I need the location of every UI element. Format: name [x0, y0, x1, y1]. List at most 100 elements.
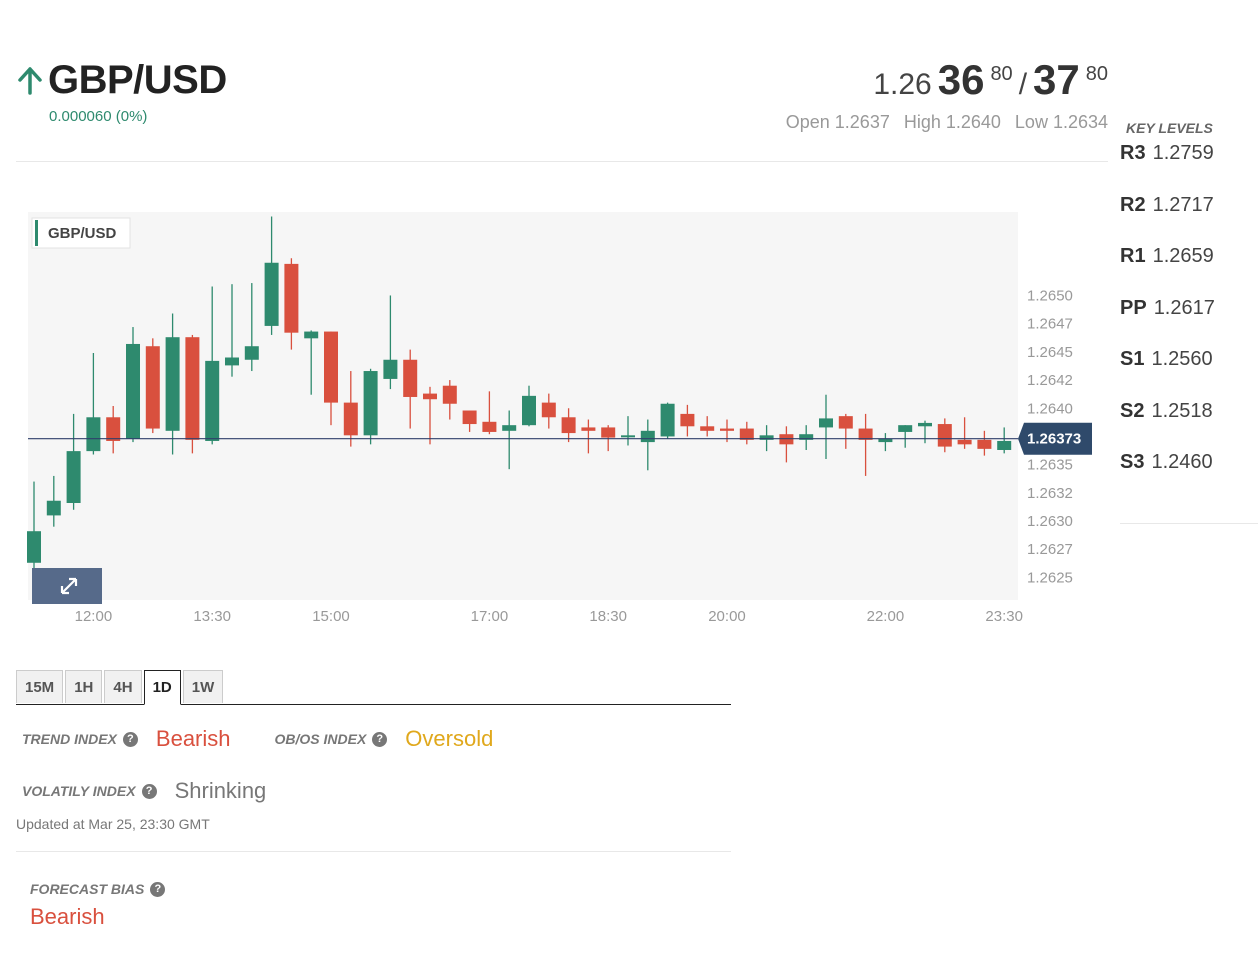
candle [918, 420, 932, 444]
level-s3: S3 1.2460 [1120, 451, 1258, 503]
candle [621, 416, 635, 446]
candle-body-down [739, 428, 754, 440]
ask-fraction: 80 [1085, 63, 1108, 85]
candle-body-up [165, 337, 180, 431]
current-price-label: 1.26373 [1027, 431, 1081, 448]
candle-body-down [442, 385, 457, 404]
candle [502, 410, 517, 470]
candle-body-up [363, 371, 378, 436]
volatility-index-label: VOLATILY INDEX? [22, 783, 157, 799]
question-icon[interactable]: ? [141, 783, 157, 799]
updated-timestamp: Updated at Mar 25, 23:30 GMT [16, 816, 210, 832]
candle [957, 417, 972, 449]
expand-button[interactable] [32, 568, 102, 604]
candle [522, 385, 536, 427]
legend: GBP/USD [31, 217, 131, 249]
candle [482, 391, 497, 435]
candle-body-down [957, 439, 972, 445]
level-key: S2 [1120, 399, 1145, 422]
x-tick-label: 15:00 [312, 608, 350, 625]
question-icon[interactable]: ? [122, 731, 138, 747]
current-price-tag: 1.26373 [1018, 422, 1092, 455]
candle-body-down [700, 426, 715, 431]
level-value: 1.2460 [1151, 451, 1213, 473]
candle [997, 427, 1012, 454]
candle-body-up [27, 531, 41, 563]
candle [106, 406, 121, 454]
candle-body-down [403, 359, 418, 397]
candle [739, 421, 754, 445]
candle-body-up [86, 417, 101, 452]
candle-body-down [423, 393, 437, 400]
candle [304, 330, 319, 395]
candle-body-up [264, 262, 279, 326]
candle [165, 313, 180, 455]
level-value: 1.2518 [1151, 399, 1213, 422]
y-tick-label: 1.2647 [1027, 316, 1073, 333]
candle [561, 408, 576, 443]
candle-body-down [106, 417, 121, 441]
candle-body-down [581, 427, 596, 431]
y-tick-label: 1.2650 [1027, 287, 1073, 304]
question-icon[interactable]: ? [372, 731, 388, 747]
candle [937, 418, 952, 453]
candle [858, 413, 873, 476]
high-value: High 1.2640 [903, 112, 1001, 132]
candle-body-up [205, 360, 220, 441]
price-chart[interactable]: 1.26501.26471.26451.26421.26401.26371.26… [16, 200, 1108, 640]
arrow-up-icon [18, 66, 42, 95]
forecast-bias-value: Bearish [30, 904, 105, 929]
candle [660, 402, 675, 439]
candle-body-down [482, 421, 497, 432]
y-tick-label: 1.2627 [1027, 541, 1073, 558]
candle-body-up [621, 435, 635, 438]
tab-1d[interactable]: 1D [143, 670, 181, 705]
level-s1: S1 1.2560 [1120, 348, 1258, 400]
low-value: Low 1.2634 [1014, 112, 1108, 132]
obos-index-label-text: OB/OS INDEX [274, 731, 367, 747]
candle [442, 380, 457, 420]
candle [977, 430, 992, 456]
candle [185, 334, 200, 454]
candle [680, 404, 695, 437]
candle-body-up [502, 425, 517, 431]
candle-body-down [601, 427, 616, 438]
candle-body-up [383, 359, 398, 379]
question-icon[interactable]: ? [150, 881, 166, 897]
candle [284, 258, 299, 350]
y-tick-label: 1.2630 [1027, 513, 1073, 530]
candle [462, 410, 477, 432]
timeframe-tabs: 15M 1H 4H 1D 1W [16, 670, 731, 705]
price-prefix: 1.26 [873, 68, 932, 101]
expand-icon[interactable] [60, 577, 78, 595]
tab-4h[interactable]: 4H [104, 670, 142, 703]
level-r2: R2 1.2717 [1120, 194, 1258, 246]
trend-index-label-text: TREND INDEX [22, 731, 117, 747]
level-key: PP [1120, 296, 1147, 319]
volatility-index-value: Shrinking [174, 778, 267, 803]
candle [640, 419, 655, 471]
candle-body-up [997, 440, 1012, 450]
level-value: 1.2560 [1151, 348, 1213, 370]
legend-swatch [35, 220, 38, 246]
symbol-row: GBP/USD [16, 58, 227, 103]
candle [244, 283, 259, 372]
expand-button-bg[interactable] [32, 568, 102, 604]
divider [16, 851, 731, 852]
candle [86, 352, 101, 455]
candle-body-up [918, 422, 932, 427]
x-tick-label: 20:00 [708, 608, 746, 625]
candle [324, 331, 338, 426]
forecast-bias-label-text: FORECAST BIAS [30, 881, 145, 897]
candle [838, 413, 853, 449]
candle-body-up [522, 395, 536, 426]
candle-body-up [225, 357, 239, 366]
candle-body-up [126, 343, 140, 439]
candlestick-chart[interactable]: 1.26501.26471.26451.26421.26401.26371.26… [16, 200, 1108, 640]
tab-15m[interactable]: 15M [16, 670, 64, 703]
candle-body-down [680, 413, 695, 427]
level-key: R2 [1120, 193, 1146, 216]
key-levels-title: KEY LEVELS [1126, 120, 1213, 136]
tab-1h[interactable]: 1H [65, 670, 103, 703]
tab-1w[interactable]: 1W [182, 670, 224, 703]
